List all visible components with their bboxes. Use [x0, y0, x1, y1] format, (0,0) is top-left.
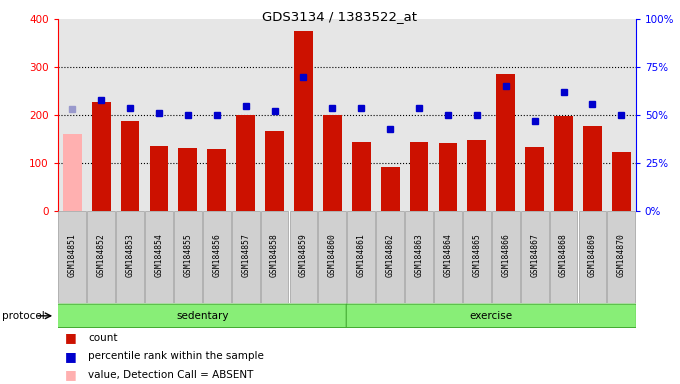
Text: protocol: protocol	[2, 311, 45, 321]
FancyBboxPatch shape	[434, 211, 462, 303]
Bar	[554, 116, 573, 211]
Bar	[116, 19, 144, 211]
FancyBboxPatch shape	[145, 211, 173, 303]
Text: GSM184857: GSM184857	[241, 233, 250, 277]
FancyBboxPatch shape	[346, 304, 636, 328]
FancyBboxPatch shape	[492, 211, 520, 303]
Bar	[58, 19, 87, 211]
FancyBboxPatch shape	[549, 211, 577, 303]
Bar	[607, 19, 636, 211]
Text: GDS3134 / 1383522_at: GDS3134 / 1383522_at	[262, 10, 418, 23]
FancyBboxPatch shape	[87, 211, 115, 303]
FancyBboxPatch shape	[203, 211, 231, 303]
Text: GSM184868: GSM184868	[559, 233, 568, 277]
Text: GSM184851: GSM184851	[68, 233, 77, 277]
Bar	[612, 152, 631, 211]
Text: GSM184863: GSM184863	[415, 233, 424, 277]
Text: sedentary: sedentary	[176, 311, 228, 321]
Bar	[409, 142, 428, 211]
Bar	[376, 19, 405, 211]
Bar	[520, 19, 549, 211]
Text: GSM184865: GSM184865	[473, 233, 481, 277]
Text: GSM184855: GSM184855	[184, 233, 192, 277]
Bar	[207, 149, 226, 211]
FancyBboxPatch shape	[260, 211, 288, 303]
Bar	[203, 19, 231, 211]
Bar	[467, 140, 486, 211]
Text: ■: ■	[65, 368, 76, 381]
Bar	[439, 142, 458, 211]
Bar	[405, 19, 434, 211]
FancyBboxPatch shape	[232, 211, 260, 303]
Bar	[347, 19, 376, 211]
Text: count: count	[88, 333, 118, 343]
Text: GSM184862: GSM184862	[386, 233, 394, 277]
Bar	[120, 121, 139, 211]
Bar	[323, 115, 342, 211]
Text: GSM184854: GSM184854	[154, 233, 163, 277]
Bar	[173, 19, 203, 211]
Bar	[231, 19, 260, 211]
Bar	[352, 142, 371, 211]
Bar	[578, 19, 607, 211]
Bar	[236, 115, 255, 211]
Text: GSM184858: GSM184858	[270, 233, 279, 277]
FancyBboxPatch shape	[58, 211, 86, 303]
Bar	[144, 19, 173, 211]
FancyBboxPatch shape	[376, 211, 404, 303]
Bar	[265, 131, 284, 211]
Bar	[525, 147, 544, 211]
Bar	[92, 102, 111, 211]
Text: GSM184867: GSM184867	[530, 233, 539, 277]
FancyBboxPatch shape	[174, 211, 202, 303]
FancyBboxPatch shape	[290, 211, 318, 303]
Text: GSM184866: GSM184866	[501, 233, 510, 277]
Text: GSM184859: GSM184859	[299, 233, 308, 277]
Text: GSM184861: GSM184861	[357, 233, 366, 277]
Text: GSM184852: GSM184852	[97, 233, 105, 277]
Bar	[150, 146, 169, 211]
Text: ■: ■	[65, 350, 76, 363]
FancyBboxPatch shape	[521, 211, 549, 303]
Bar	[63, 134, 82, 211]
Bar	[583, 126, 602, 211]
Bar	[462, 19, 492, 211]
Text: GSM184870: GSM184870	[617, 233, 626, 277]
Text: percentile rank within the sample: percentile rank within the sample	[88, 351, 265, 361]
Bar	[434, 19, 462, 211]
Text: GSM184869: GSM184869	[588, 233, 597, 277]
Bar	[294, 31, 313, 211]
Bar	[260, 19, 289, 211]
FancyBboxPatch shape	[116, 211, 144, 303]
Text: exercise: exercise	[470, 311, 513, 321]
FancyBboxPatch shape	[347, 211, 375, 303]
Text: value, Detection Call = ABSENT: value, Detection Call = ABSENT	[88, 370, 254, 380]
Text: GSM184864: GSM184864	[443, 233, 452, 277]
Bar	[178, 148, 197, 211]
FancyBboxPatch shape	[405, 211, 433, 303]
Bar	[87, 19, 116, 211]
FancyBboxPatch shape	[463, 211, 491, 303]
Bar	[492, 19, 520, 211]
Text: GSM184853: GSM184853	[126, 233, 135, 277]
Bar	[289, 19, 318, 211]
FancyBboxPatch shape	[57, 304, 347, 328]
Text: GSM184856: GSM184856	[212, 233, 221, 277]
Bar	[381, 167, 400, 211]
FancyBboxPatch shape	[318, 211, 346, 303]
FancyBboxPatch shape	[579, 211, 607, 303]
Bar	[549, 19, 578, 211]
Text: GSM184860: GSM184860	[328, 233, 337, 277]
Bar	[318, 19, 347, 211]
Bar	[496, 74, 515, 211]
FancyBboxPatch shape	[607, 211, 635, 303]
Text: ■: ■	[65, 331, 76, 344]
